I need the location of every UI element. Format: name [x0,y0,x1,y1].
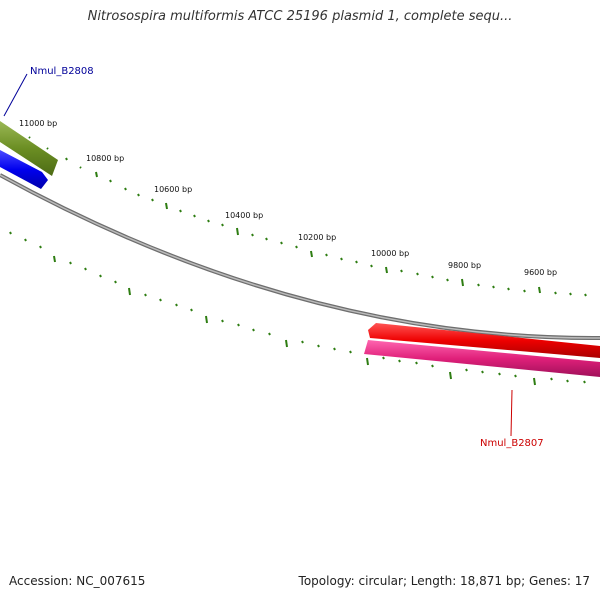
gene-label-b2808[interactable]: Nmul_B2808 [30,66,94,77]
pink-gene-feature[interactable] [364,340,600,377]
scale-ticks-inner [9,231,586,386]
tick-label: 10400 bp [225,211,263,220]
callout-line-b2808 [3,73,28,117]
map-title: Nitrosospira multiformis ATCC 25196 plas… [87,9,513,24]
tick-label: 9600 bp [524,268,557,277]
gene-label-b2807[interactable]: Nmul_B2807 [480,438,544,449]
olive-gene-feature[interactable] [0,121,58,176]
tick-label: 10000 bp [371,249,409,258]
tick-label: 10800 bp [86,154,124,163]
tick-label: 10600 bp [154,185,192,194]
tick-label: 9800 bp [448,261,481,270]
callout-line-b2807 [510,389,513,437]
summary-text: Topology: circular; Length: 18,871 bp; G… [298,574,590,588]
red-gene-feature[interactable] [368,323,600,358]
tick-label: 11000 bp [19,119,57,128]
accession-text: Accession: NC_007615 [9,574,146,588]
scale-labels: 11000 bp 10800 bp 10600 bp 10400 bp 1020… [19,119,557,277]
plasmid-backbone [0,173,600,341]
tick-label: 10200 bp [298,233,336,242]
blue-gene-feature[interactable] [0,150,48,189]
